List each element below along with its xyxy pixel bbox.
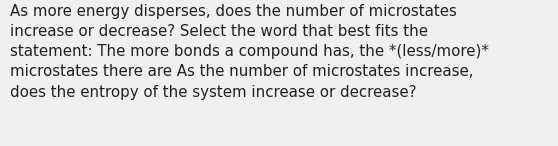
Text: As more energy disperses, does the number of microstates
increase or decrease? S: As more energy disperses, does the numbe… <box>10 4 489 100</box>
